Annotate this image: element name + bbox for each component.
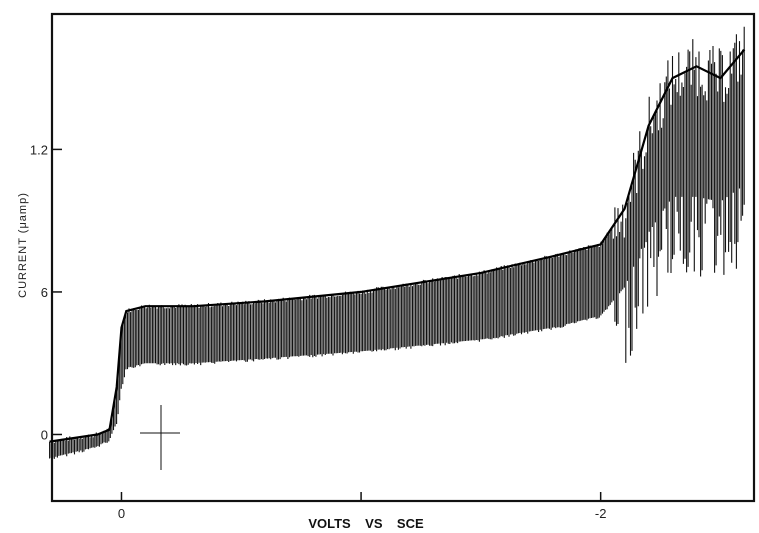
plot-frame bbox=[50, 12, 756, 503]
current-oscillation-path bbox=[49, 26, 745, 459]
y-tick-label: 0 bbox=[41, 427, 48, 442]
y-tick-label: 6 bbox=[41, 285, 48, 300]
current-trace bbox=[49, 26, 746, 459]
upper-envelope-line bbox=[49, 48, 746, 443]
y-tick-label: 1.2 bbox=[30, 142, 48, 157]
x-tick-label: -2 bbox=[595, 506, 607, 521]
x-tick-label: 0 bbox=[118, 506, 125, 521]
y-axis-label: CURRENT (μamp) bbox=[17, 192, 29, 298]
y-axis-ticks: 061.2 bbox=[30, 142, 62, 442]
x-axis-label: VOLTS VS SCE bbox=[308, 516, 424, 531]
x-axis-ticks: 0 -2 bbox=[118, 492, 607, 521]
